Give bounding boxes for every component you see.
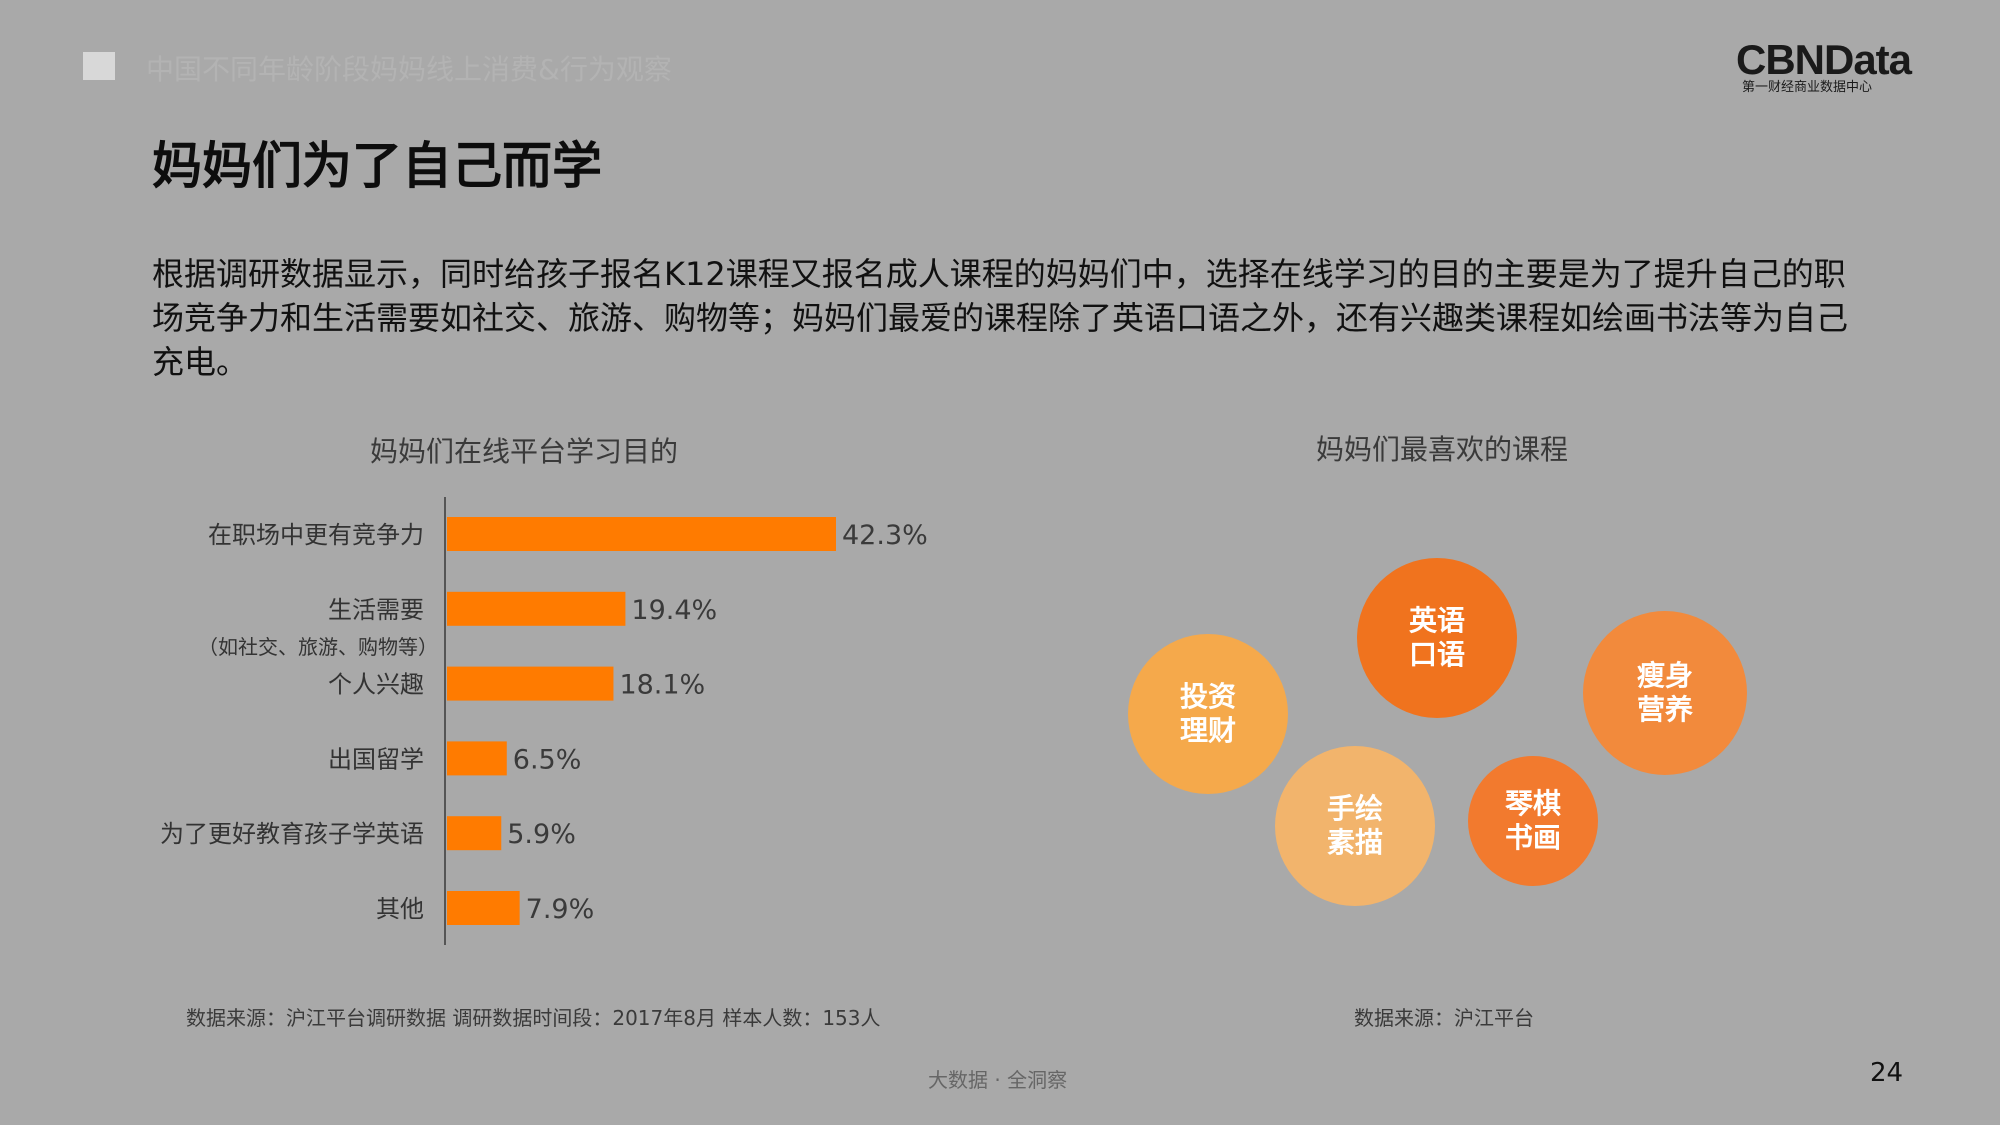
course-label: 瘦身营养: [1636, 659, 1693, 726]
category-label: 出国留学: [328, 745, 424, 773]
category-label: 个人兴趣: [328, 671, 424, 699]
course-bubble: 瘦身营养: [1583, 611, 1747, 775]
bar: [447, 591, 626, 626]
bar: [447, 517, 836, 551]
course-bubble: 英语口语: [1357, 558, 1517, 718]
logo-subtitle: 第一财经商业数据中心: [1742, 80, 1873, 95]
bar-value-label: 6.5%: [513, 744, 582, 775]
course-bubble: 琴棋书画: [1468, 756, 1598, 886]
course-label: 琴棋书画: [1504, 787, 1561, 854]
bar-value-label: 19.4%: [631, 595, 717, 626]
footer-tagline: 大数据 · 全洞察: [928, 1068, 1068, 1092]
category-label: 生活需要: [328, 596, 424, 624]
course-label: 投资理财: [1179, 680, 1236, 747]
bar-value-label: 7.9%: [526, 894, 595, 925]
bar: [447, 741, 507, 776]
bubble-chart-source: 数据来源：沪江平台: [1354, 1006, 1534, 1030]
bar-value-label: 18.1%: [619, 670, 705, 701]
bar-chart: 42.3% 在职场中更有竞争力 19.4% 生活需要 （如社交、旅游、购物等） 18.1%…: [160, 497, 928, 945]
category-label: 在职场中更有竞争力: [208, 521, 424, 549]
bar-chart-source: 数据来源：沪江平台调研数据 调研数据时间段：2017年8月 样本人数：153人: [186, 1006, 881, 1030]
category-label: 其他: [376, 895, 424, 923]
bar: [447, 816, 502, 851]
bar-value-label: 42.3%: [842, 520, 928, 551]
page-number: 24: [1870, 1058, 1904, 1088]
page-title: 妈妈们为了自己而学: [152, 137, 602, 195]
course-bubble: 手绘素描: [1275, 746, 1435, 906]
bar-value-label: 5.9%: [507, 819, 576, 850]
intro-paragraph: 根据调研数据显示，同时给孩子报名K12课程又报名成人课程的妈妈们中，选择在线学习…: [152, 255, 1849, 381]
course-label: 手绘素描: [1326, 792, 1383, 859]
logo: CBNData: [1736, 36, 1912, 83]
section-marker-icon: [83, 52, 115, 80]
bar: [447, 666, 614, 701]
section-title: 中国不同年龄阶段妈妈线上消费&行为观察: [146, 53, 672, 86]
course-bubble: 投资理财: [1128, 634, 1288, 794]
bar: [447, 891, 520, 925]
bubble-chart-title: 妈妈们最喜欢的课程: [1316, 433, 1569, 466]
course-label: 英语口语: [1408, 604, 1465, 671]
category-label: 为了更好教育孩子学英语: [160, 820, 424, 848]
category-note: （如社交、旅游、购物等）: [198, 635, 438, 659]
bar-chart-title: 妈妈们在线平台学习目的: [370, 435, 679, 468]
